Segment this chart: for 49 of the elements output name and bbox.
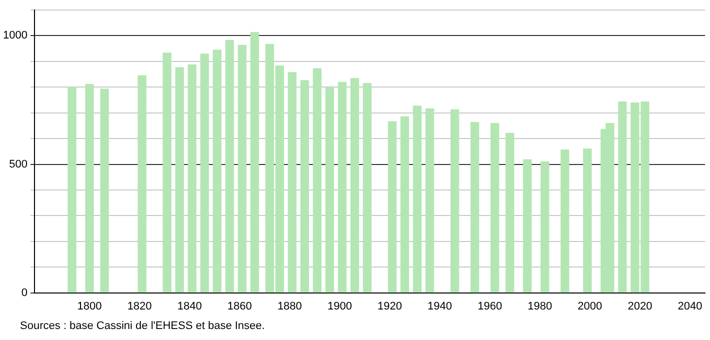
x-tick-label: 1900	[327, 300, 352, 312]
x-tick-label: 1960	[478, 300, 502, 312]
bar	[412, 106, 422, 293]
bar	[288, 72, 297, 293]
x-tick-label: 1980	[528, 300, 552, 312]
bar	[85, 84, 94, 293]
x-tick-label: 1880	[277, 300, 302, 312]
bar	[470, 122, 480, 293]
x-tick-label: 1800	[77, 300, 102, 312]
bar	[175, 67, 184, 293]
bar	[300, 80, 310, 293]
bar	[225, 40, 234, 293]
bar	[583, 148, 592, 293]
x-tick-label: 2040	[678, 300, 702, 312]
bar	[400, 116, 410, 293]
bar	[162, 52, 172, 293]
bar	[425, 108, 434, 293]
bar	[238, 44, 246, 293]
bar	[200, 54, 209, 293]
bar	[100, 88, 109, 293]
bar	[312, 68, 322, 293]
source-note: Sources : base Cassini de l'EHESS et base Insee.	[20, 320, 265, 332]
bar	[250, 32, 259, 293]
y-tick-label: 500	[9, 158, 28, 170]
bar	[523, 159, 532, 293]
bar	[325, 88, 334, 293]
bar	[188, 64, 196, 293]
x-tick-label: 1920	[378, 300, 402, 312]
bar	[506, 132, 514, 293]
bar	[338, 82, 347, 293]
x-tick-label: 1860	[227, 300, 252, 312]
x-tick-label: 2020	[628, 300, 652, 312]
bar	[388, 121, 397, 293]
bar	[450, 109, 460, 293]
bar	[350, 78, 360, 293]
x-tick-label: 1820	[127, 300, 152, 312]
bar	[362, 82, 372, 293]
bar	[618, 101, 627, 293]
x-tick-label: 1940	[428, 300, 452, 312]
bar	[560, 150, 570, 293]
y-tick-label: 0	[21, 286, 28, 299]
x-tick-label: 1840	[177, 300, 202, 312]
bar	[540, 161, 550, 293]
y-tick-label: 1000	[2, 30, 28, 42]
bar	[490, 123, 500, 293]
bar	[212, 50, 222, 293]
bar	[138, 75, 146, 293]
bar	[68, 86, 76, 293]
x-tick-label: 2000	[578, 300, 602, 312]
